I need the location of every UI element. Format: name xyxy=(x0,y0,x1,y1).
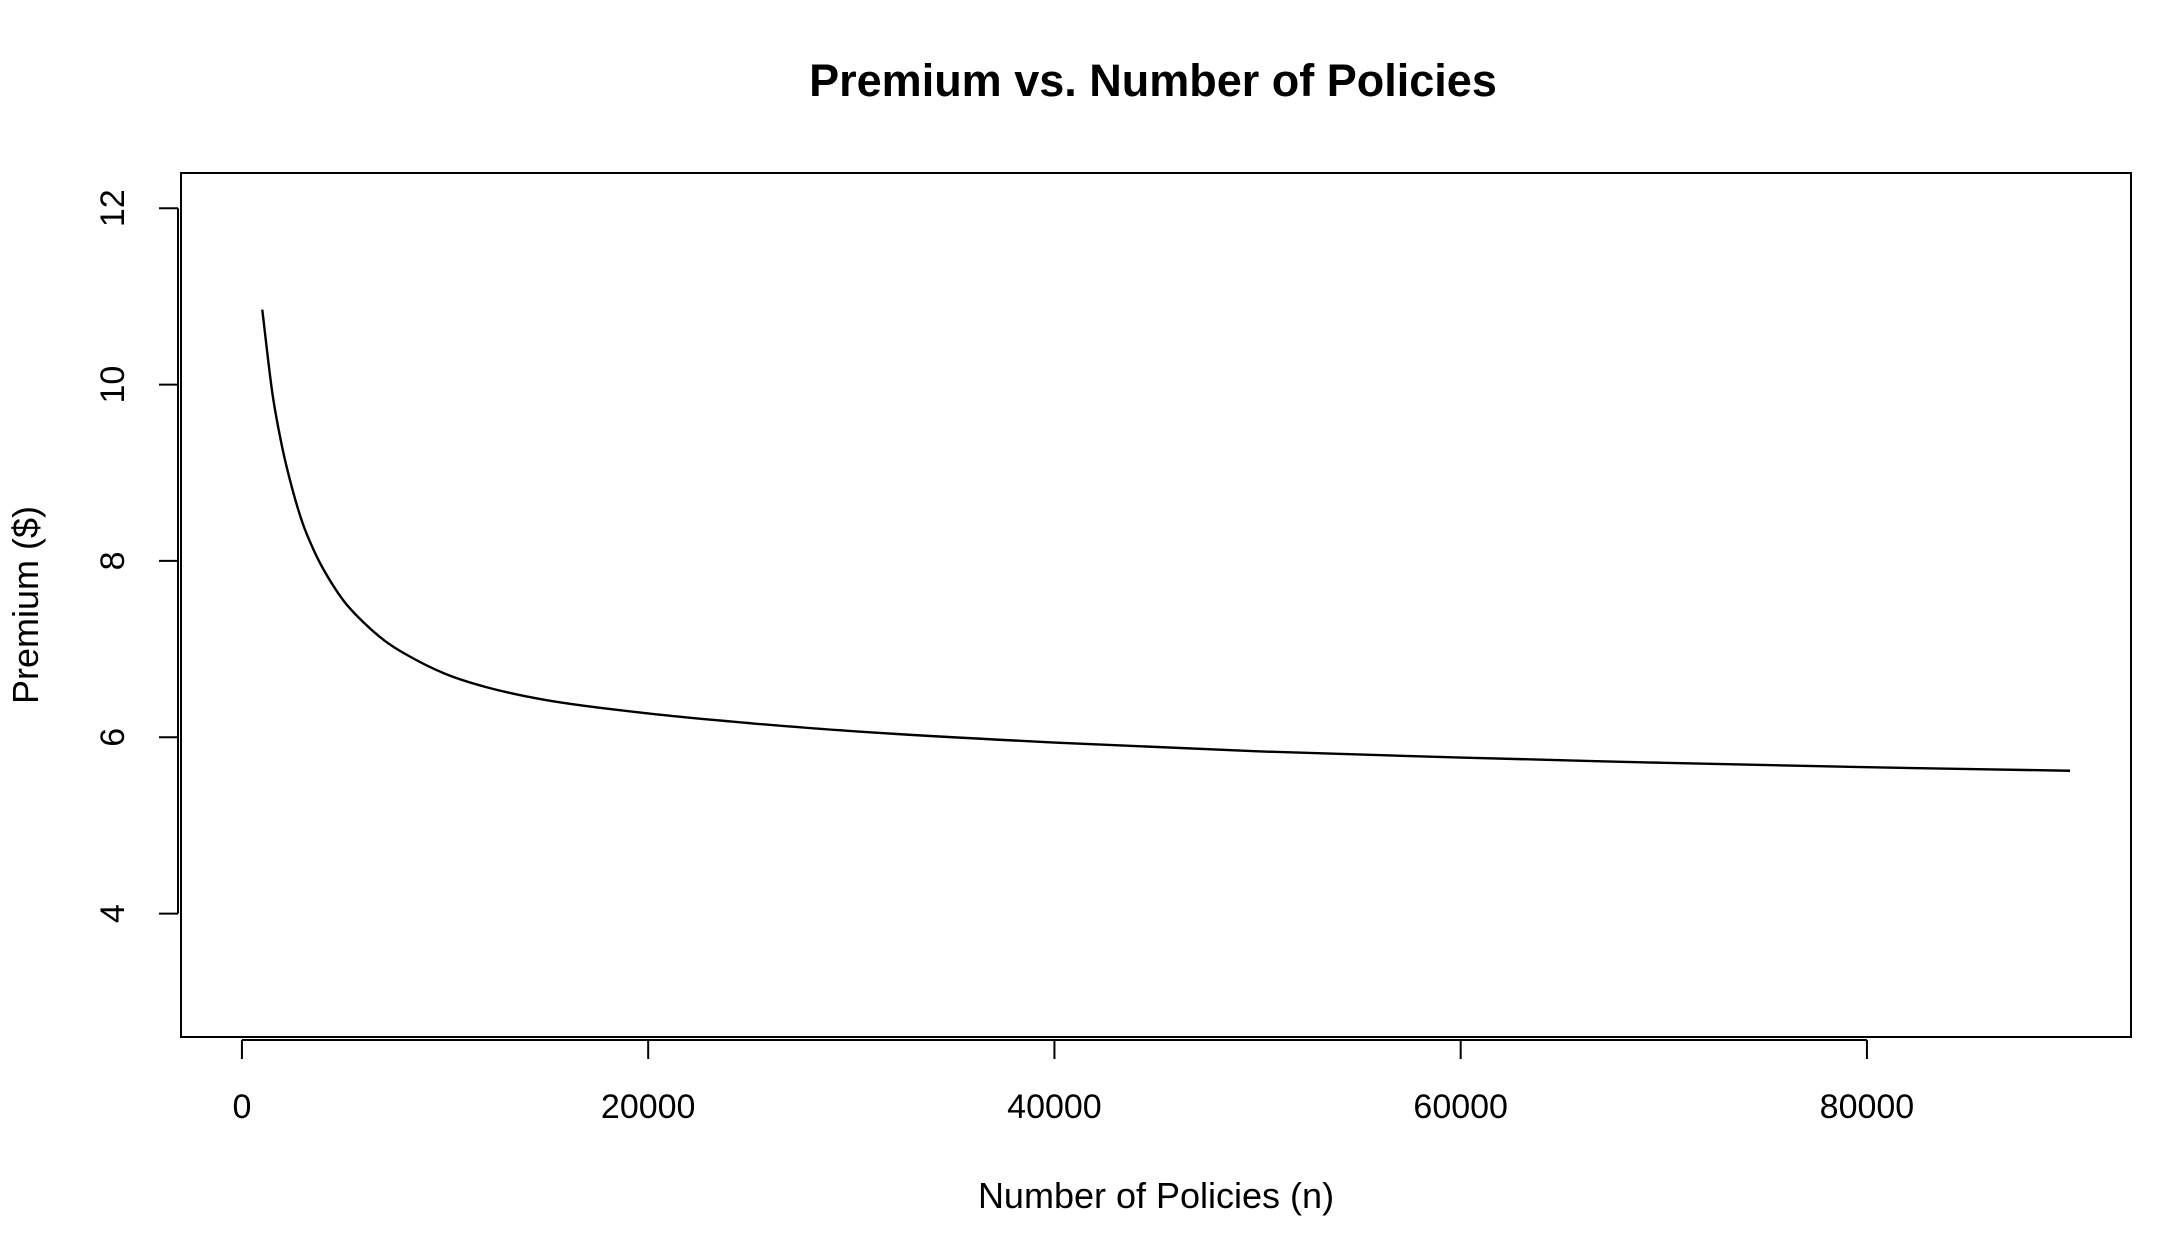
x-axis-label: Number of Policies (n) xyxy=(978,1175,1334,1216)
x-tick-label: 40000 xyxy=(1007,1088,1102,1126)
x-tick-label: 60000 xyxy=(1413,1088,1508,1126)
y-axis-label: Premium ($) xyxy=(5,506,46,704)
plot-frame xyxy=(180,172,2132,1038)
x-tick-label: 80000 xyxy=(1820,1088,1915,1126)
y-tick-label: 8 xyxy=(94,551,132,570)
y-tick-label: 10 xyxy=(94,366,132,404)
y-axis: 4 6 8 10 12 xyxy=(94,189,179,923)
chart-title: Premium vs. Number of Policies xyxy=(809,55,1497,106)
x-tick-label: 0 xyxy=(232,1088,251,1126)
y-tick-label: 4 xyxy=(94,904,132,923)
y-tick-label: 6 xyxy=(94,728,132,747)
series-line-premium xyxy=(261,309,2071,772)
x-tick-label: 20000 xyxy=(601,1088,696,1126)
x-axis: 0 20000 40000 60000 80000 xyxy=(232,1039,1915,1126)
y-tick-label: 12 xyxy=(94,189,132,227)
